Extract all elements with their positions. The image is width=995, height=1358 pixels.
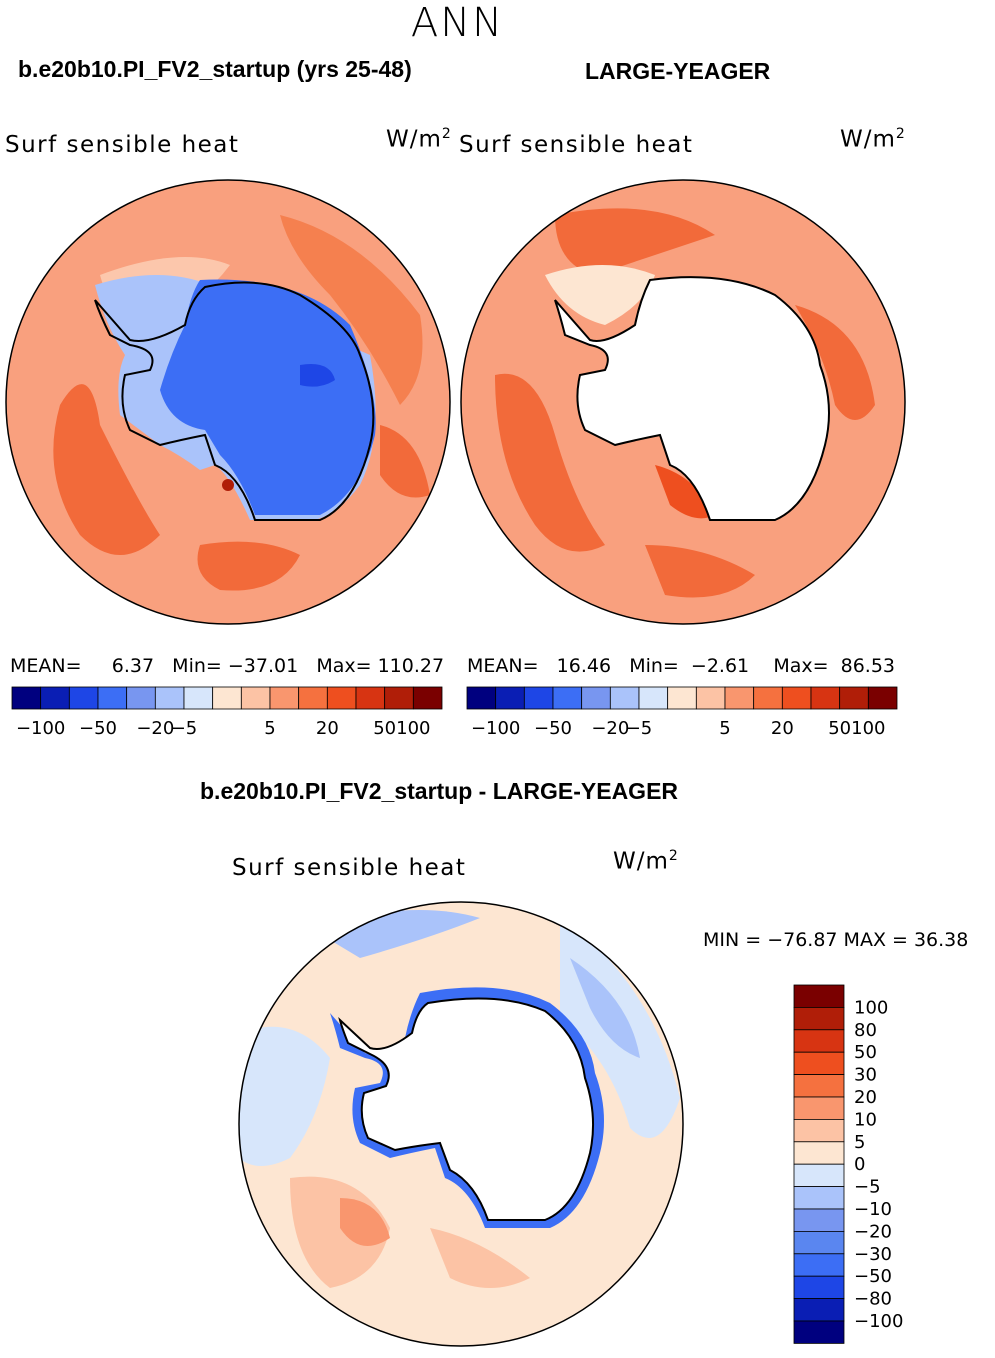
panel2-colorbar: −100 −50 −20−5 5 20 50 100	[466, 686, 898, 739]
colorbar-swatch	[753, 686, 783, 710]
panel1-map	[5, 179, 451, 625]
panel1-variable: Surf sensible heat	[5, 132, 240, 158]
panel2-units: W/m2	[840, 126, 906, 153]
panel2-stats: MEAN= 16.46 Min= −2.61 Max= 86.53	[467, 655, 896, 677]
colorbar-swatch	[793, 1006, 845, 1031]
colorbar-tick-label: −5	[171, 718, 198, 739]
colorbar-swatch	[793, 1208, 845, 1232]
colorbar-tick-label: 5	[719, 718, 730, 739]
colorbar-tick-label: −100	[16, 718, 65, 739]
colorbar-swatch	[412, 686, 443, 710]
colorbar-swatch	[781, 686, 812, 710]
colorbar-tick-label: 80	[854, 1020, 877, 1041]
colorbar-swatch	[466, 686, 497, 710]
colorbar-swatch	[793, 1230, 845, 1255]
panel1-case-title: b.e20b10.PI_FV2_startup (yrs 25-48)	[18, 56, 412, 82]
diff-units: W/m2	[613, 848, 679, 875]
colorbar-tick-label: −10	[854, 1199, 892, 1220]
colorbar-swatch	[793, 1141, 845, 1165]
colorbar-tick-label: −20	[854, 1221, 892, 1242]
colorbar-tick-label: 30	[854, 1065, 877, 1086]
colorbar-swatch	[793, 1275, 845, 1300]
diff-minmax: MIN = −76.87 MAX = 36.38	[703, 929, 969, 951]
colorbar-swatch	[523, 686, 554, 710]
colorbar-tick-label: 20	[854, 1087, 877, 1108]
colorbar-swatch	[724, 686, 755, 710]
colorbar-swatch	[793, 1051, 845, 1075]
colorbar-tick-label: 20	[771, 718, 794, 739]
diff-title: b.e20b10.PI_FV2_startup - LARGE-YEAGER	[200, 778, 679, 804]
colorbar-tick-label: −100	[854, 1311, 903, 1332]
colorbar-swatch	[793, 1029, 845, 1053]
colorbar-swatch	[638, 686, 669, 710]
panel2-map	[460, 179, 906, 625]
colorbar-tick-label: −80	[854, 1289, 892, 1310]
colorbar-swatch	[609, 686, 640, 710]
colorbar-swatch	[212, 686, 242, 710]
colorbar-tick-label: −20	[136, 718, 174, 739]
colorbar-swatch	[793, 1320, 845, 1344]
colorbar-swatch	[40, 686, 70, 710]
colorbar-tick-label: 100	[854, 997, 888, 1018]
diff-variable: Surf sensible heat	[232, 855, 467, 881]
colorbar-tick-label: −5	[626, 718, 653, 739]
panel1-colorbar: −100 −50 −20−5 5 20 50 100	[11, 686, 443, 739]
colorbar-tick-label: −100	[471, 718, 520, 739]
colorbar-tick-label: 10	[854, 1109, 877, 1130]
colorbar-swatch	[11, 686, 42, 710]
colorbar-swatch	[793, 1298, 845, 1322]
colorbar-tick-label: −20	[591, 718, 629, 739]
colorbar-swatch	[695, 686, 726, 710]
colorbar-tick-label: 5	[264, 718, 275, 739]
colorbar-swatch	[793, 984, 845, 1008]
colorbar-tick-label: 100	[851, 718, 885, 739]
colorbar-swatch	[867, 686, 898, 710]
colorbar-tick-label: −50	[854, 1266, 892, 1287]
colorbar-swatch	[355, 686, 386, 710]
colorbar-swatch	[298, 686, 328, 710]
colorbar-swatch	[793, 1186, 845, 1210]
colorbar-swatch	[495, 686, 525, 710]
panel2-variable: Surf sensible heat	[459, 132, 694, 158]
colorbar-tick-label: 5	[854, 1132, 865, 1153]
colorbar-tick-label: 100	[396, 718, 430, 739]
panel1-stats: MEAN= 6.37 Min= −37.01 Max= 110.27	[10, 655, 445, 677]
colorbar-swatch	[326, 686, 357, 710]
colorbar-swatch	[154, 686, 185, 710]
diff-map	[238, 901, 684, 1347]
colorbar-swatch	[793, 1096, 845, 1120]
colorbar-tick-label: 0	[854, 1154, 865, 1175]
colorbar-tick-label: −5	[854, 1177, 881, 1198]
colorbar-swatch	[552, 686, 583, 710]
colorbar-swatch	[810, 686, 841, 710]
colorbar-swatch	[68, 686, 99, 710]
colorbar-swatch	[667, 686, 697, 710]
colorbar-swatch	[126, 686, 156, 710]
colorbar-tick-label: 50	[854, 1042, 877, 1063]
colorbar-swatch	[240, 686, 271, 710]
colorbar-swatch	[793, 1253, 845, 1277]
colorbar-swatch	[384, 686, 414, 710]
panel2-case-title: LARGE-YEAGER	[585, 58, 771, 84]
colorbar-swatch	[793, 1163, 845, 1187]
colorbar-tick-label: 50	[828, 718, 851, 739]
panel1-units: W/m2	[386, 126, 452, 153]
colorbar-tick-label: −30	[854, 1244, 892, 1265]
colorbar-tick-label: 50	[373, 718, 396, 739]
colorbar-swatch	[793, 1118, 845, 1143]
colorbar-swatch	[97, 686, 128, 710]
main-title: ANN	[410, 0, 505, 46]
colorbar-swatch	[183, 686, 214, 710]
colorbar-swatch	[581, 686, 611, 710]
colorbar-tick-label: 20	[316, 718, 339, 739]
colorbar-swatch	[793, 1074, 845, 1098]
colorbar-tick-label: −50	[79, 718, 117, 739]
colorbar-tick-label: −50	[534, 718, 572, 739]
colorbar-swatch	[269, 686, 300, 710]
colorbar-swatch	[839, 686, 869, 710]
